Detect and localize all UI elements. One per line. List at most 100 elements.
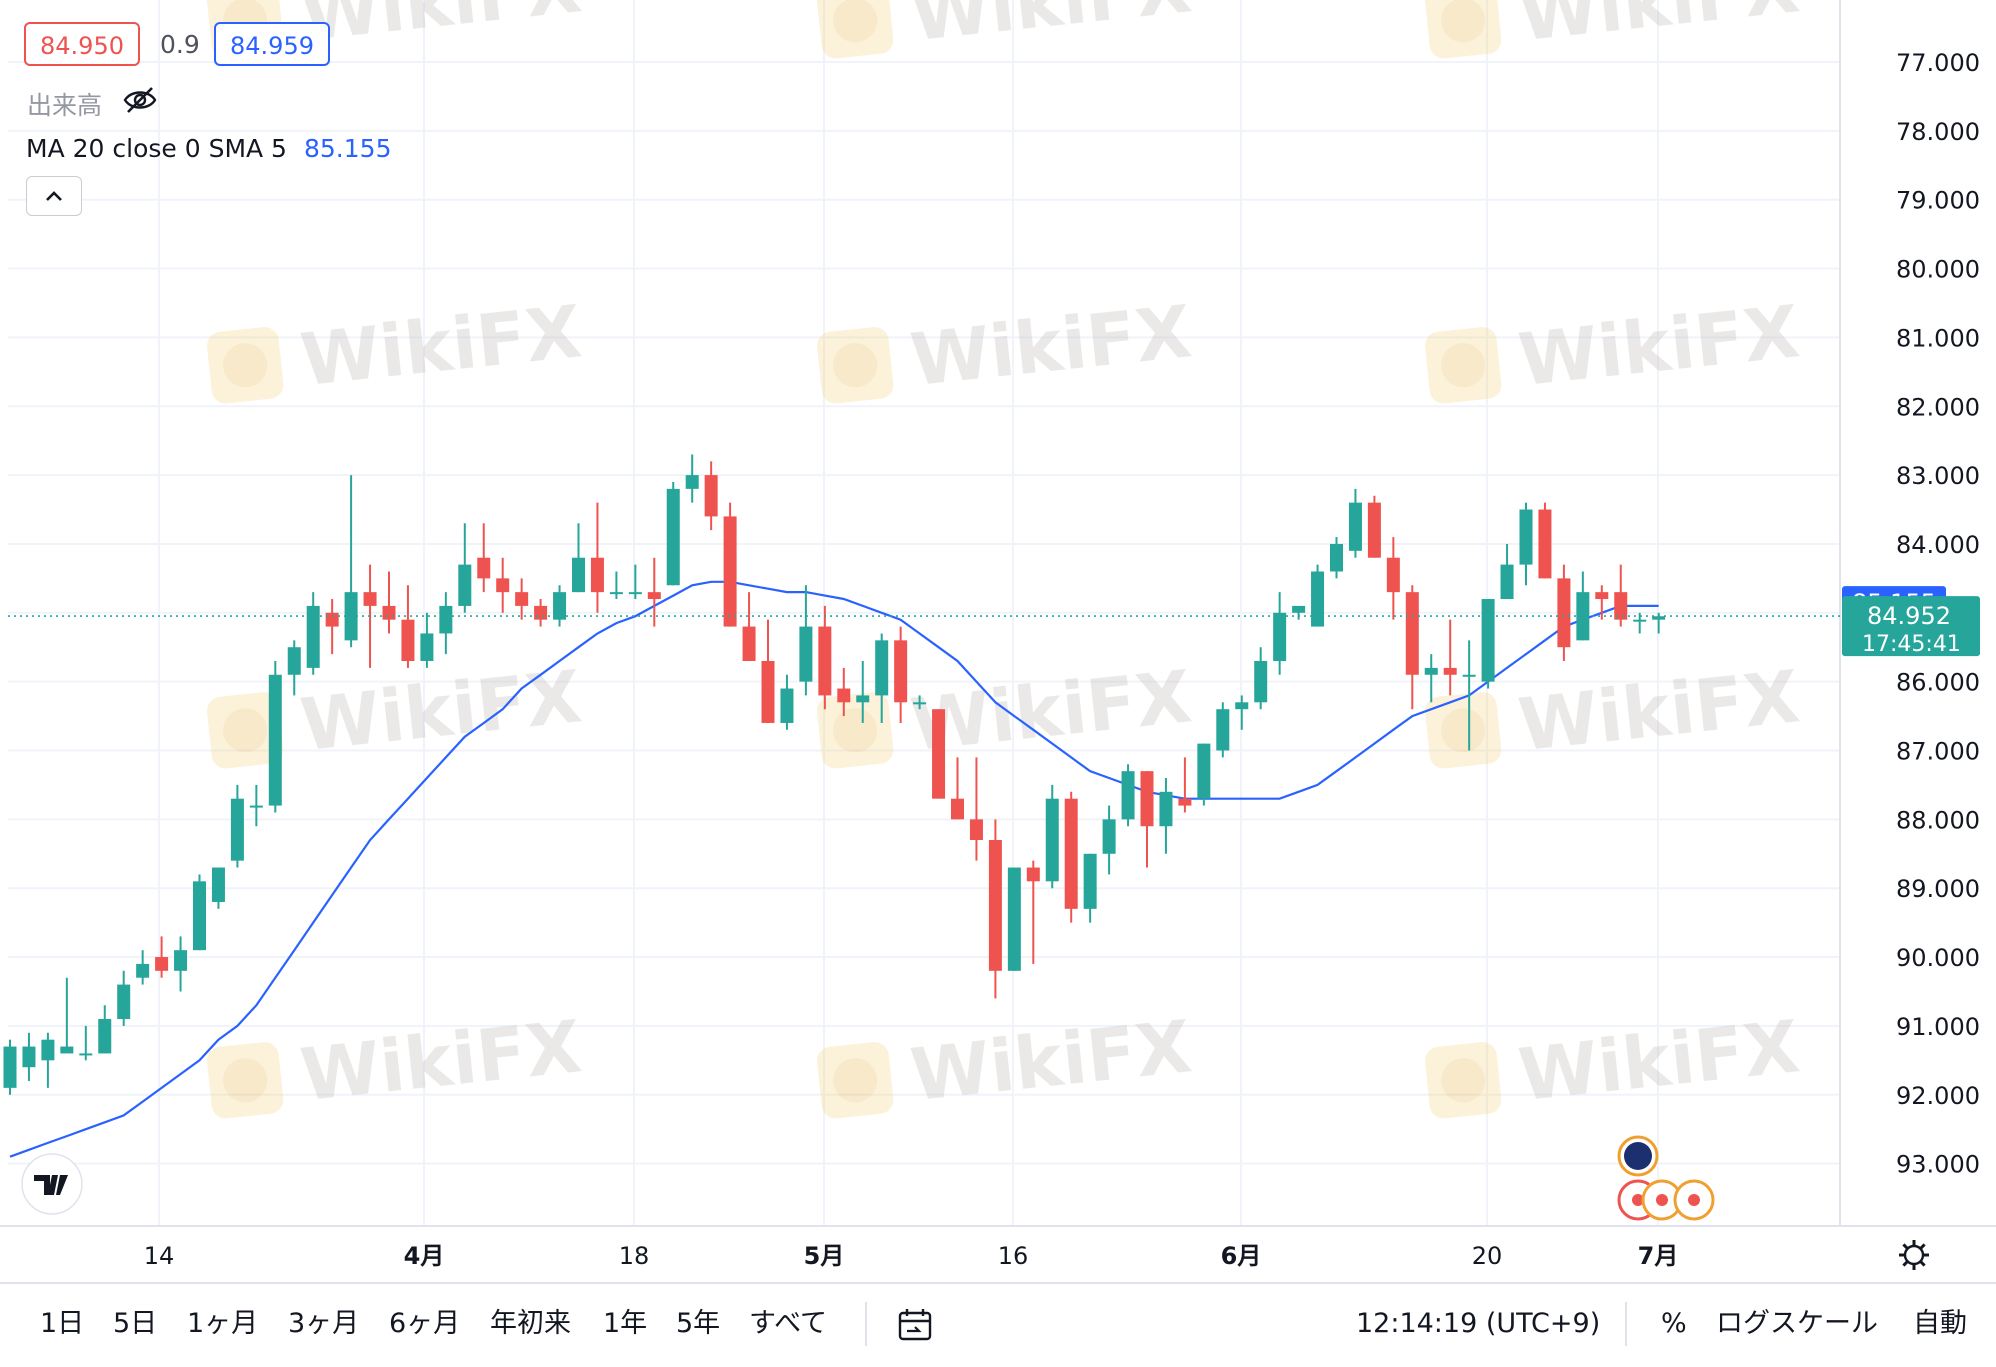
candle: [117, 970, 131, 1026]
candle: [344, 475, 358, 648]
candle: [155, 936, 169, 978]
time-axis-label: 16: [998, 1242, 1029, 1270]
candle-body: [856, 695, 870, 703]
candle-body: [894, 640, 908, 703]
candle-body: [1235, 702, 1249, 710]
eye-off-icon[interactable]: [122, 84, 158, 116]
candle-body: [609, 592, 623, 595]
candle: [951, 757, 964, 820]
candle-body: [1595, 592, 1609, 600]
watermark-text: WikiFX: [1515, 1004, 1804, 1117]
log-scale-toggle[interactable]: ログスケール: [1716, 1308, 1878, 1339]
candle-body: [1292, 605, 1306, 613]
candle: [363, 564, 377, 668]
candle: [856, 660, 870, 723]
candle-body: [439, 605, 453, 634]
candle-body: [969, 819, 983, 841]
range-button[interactable]: 1ヶ月: [187, 1308, 259, 1339]
wikifx-watermark: WikiFX: [206, 1004, 585, 1119]
candle-body: [988, 840, 1002, 971]
candle-body: [420, 633, 434, 661]
toolbar-divider: [1625, 1302, 1627, 1346]
price-axis-label: 81.000: [1896, 324, 1980, 352]
percent-scale-toggle[interactable]: %: [1661, 1308, 1687, 1339]
candle: [60, 977, 74, 1054]
candle: [515, 578, 529, 620]
watermark-logo: [1424, 692, 1502, 769]
watermark-text: WikiFX: [907, 0, 1196, 57]
wikifx-watermark: WikiFX: [206, 289, 585, 404]
candle-body: [1273, 612, 1287, 661]
candle-body: [1045, 798, 1059, 882]
range-button[interactable]: 1年: [603, 1308, 648, 1339]
candle-body: [1311, 571, 1325, 627]
watermark-text: WikiFX: [297, 0, 586, 57]
candle-body: [666, 488, 680, 586]
candle: [1311, 564, 1325, 627]
candle: [1367, 495, 1381, 558]
candle-body: [951, 798, 964, 820]
candle: [875, 633, 889, 723]
candle: [439, 592, 453, 655]
candle: [382, 571, 396, 634]
candle-body: [174, 950, 188, 971]
candle: [1216, 702, 1230, 758]
countdown-text: 17:45:41: [1862, 632, 1961, 657]
range-button[interactable]: 6ヶ月: [389, 1308, 461, 1339]
candle-body: [1197, 743, 1211, 799]
watermark-logo: [1424, 1042, 1502, 1119]
candle: [1083, 853, 1097, 923]
range-button[interactable]: 3ヶ月: [288, 1308, 360, 1339]
range-button[interactable]: 1日: [40, 1308, 85, 1339]
last-price-tag-text: 84.952: [1867, 602, 1951, 630]
price-axis-label: 83.000: [1896, 462, 1980, 490]
candle: [79, 1025, 93, 1061]
watermark-logo: [1424, 0, 1502, 59]
watermark-logo-mark: [1441, 0, 1486, 43]
range-button[interactable]: 年初来: [490, 1308, 571, 1339]
candle: [287, 640, 301, 696]
candle: [894, 626, 908, 723]
candle: [988, 819, 1002, 999]
clock-display[interactable]: 12:14:19 (UTC+9): [1356, 1308, 1601, 1339]
collapse-legend-button[interactable]: [26, 176, 82, 216]
auto-scale-toggle[interactable]: 自動: [1913, 1308, 1967, 1339]
candle-body: [1216, 709, 1230, 751]
candle-body: [382, 605, 396, 620]
candle-body: [268, 674, 282, 806]
candle-body: [325, 612, 339, 627]
range-button[interactable]: 5年: [676, 1308, 721, 1339]
bid-price[interactable]: 84.950: [24, 22, 140, 66]
wikifx-watermark: WikiFX: [816, 654, 1195, 769]
range-button[interactable]: 5日: [113, 1308, 158, 1339]
candle: [230, 784, 244, 868]
candle-body: [1500, 564, 1514, 600]
time-axis-label: 5月: [804, 1242, 845, 1270]
time-axis-label: 18: [619, 1242, 650, 1270]
candle: [572, 523, 585, 593]
wikifx-watermark: WikiFX: [1424, 0, 1803, 59]
candle-body: [117, 984, 131, 1020]
gear-icon[interactable]: [1899, 1240, 1929, 1270]
watermark-logo-mark: [1441, 343, 1486, 388]
price-axis-label: 78.000: [1896, 118, 1980, 146]
chevron-up-icon: [46, 191, 62, 201]
price-axis-label: 82.000: [1896, 393, 1980, 421]
watermark-logo: [816, 0, 894, 59]
candle: [761, 619, 775, 723]
price-axis-label: 86.000: [1896, 669, 1980, 697]
candle: [799, 585, 813, 696]
candle-body: [799, 626, 813, 682]
calendar-range-icon[interactable]: [895, 1306, 935, 1346]
range-button[interactable]: すべて: [749, 1308, 828, 1339]
indicator-name[interactable]: MA 20 close 0 SMA 5: [26, 134, 287, 163]
candle: [1481, 599, 1495, 689]
time-axis-label: 20: [1472, 1242, 1503, 1270]
candle: [1292, 605, 1306, 620]
flag-fill: [1624, 1142, 1652, 1170]
candle: [193, 874, 206, 951]
candle-body: [1140, 771, 1154, 827]
ask-price[interactable]: 84.959: [214, 22, 330, 66]
price-axis-label: 88.000: [1896, 806, 1980, 834]
